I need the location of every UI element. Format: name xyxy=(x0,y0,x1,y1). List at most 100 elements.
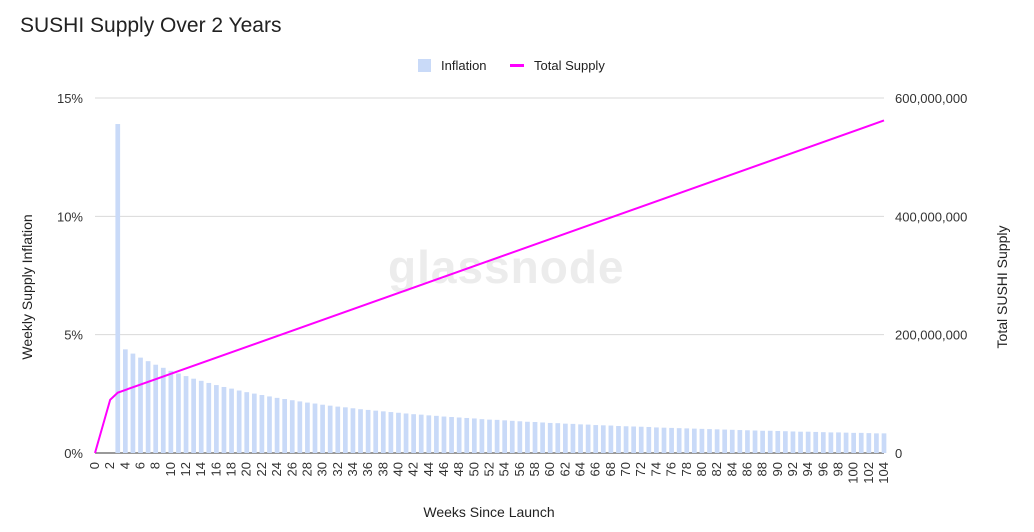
inflation-bar[interactable] xyxy=(305,402,310,453)
inflation-bar[interactable] xyxy=(183,376,189,453)
inflation-bar[interactable] xyxy=(122,349,128,453)
inflation-bar[interactable] xyxy=(312,403,318,453)
inflation-bar[interactable] xyxy=(783,431,788,453)
inflation-bar[interactable] xyxy=(585,424,591,453)
inflation-bar[interactable] xyxy=(358,409,363,453)
inflation-bar[interactable] xyxy=(229,388,234,453)
inflation-bar[interactable] xyxy=(874,433,879,453)
inflation-bar[interactable] xyxy=(608,425,614,453)
inflation-bar[interactable] xyxy=(828,432,834,453)
inflation-bar[interactable] xyxy=(532,421,538,453)
inflation-bar[interactable] xyxy=(214,385,219,453)
inflation-bar[interactable] xyxy=(752,430,758,453)
inflation-bar[interactable] xyxy=(638,426,644,453)
inflation-bar[interactable] xyxy=(449,417,454,453)
inflation-bar[interactable] xyxy=(267,396,272,453)
inflation-bar[interactable] xyxy=(411,414,416,453)
inflation-bar[interactable] xyxy=(676,428,682,453)
inflation-bar[interactable] xyxy=(858,432,864,453)
inflation-bar[interactable] xyxy=(320,404,325,453)
inflation-bar[interactable] xyxy=(729,429,735,453)
inflation-bar[interactable] xyxy=(153,364,159,453)
inflation-bar[interactable] xyxy=(335,406,341,453)
inflation-bar[interactable] xyxy=(767,430,773,453)
inflation-bar[interactable] xyxy=(471,418,477,453)
inflation-bar[interactable] xyxy=(434,415,439,453)
inflation-bar[interactable] xyxy=(176,373,181,453)
inflation-bar[interactable] xyxy=(555,423,561,453)
inflation-bar[interactable] xyxy=(578,424,583,453)
inflation-bar[interactable] xyxy=(684,428,690,453)
inflation-bar[interactable] xyxy=(805,431,811,453)
inflation-bar[interactable] xyxy=(426,415,432,453)
inflation-bar[interactable] xyxy=(244,392,250,453)
inflation-bar[interactable] xyxy=(191,378,196,453)
inflation-bar[interactable] xyxy=(593,425,599,453)
inflation-bar[interactable] xyxy=(388,412,394,453)
inflation-bar[interactable] xyxy=(350,408,356,453)
inflation-bar[interactable] xyxy=(881,433,887,453)
inflation-bar[interactable] xyxy=(365,409,371,453)
inflation-bar[interactable] xyxy=(206,382,212,453)
inflation-bar[interactable] xyxy=(843,432,849,453)
inflation-bar[interactable] xyxy=(289,400,295,453)
inflation-bar[interactable] xyxy=(737,430,743,453)
inflation-bar[interactable] xyxy=(790,431,796,453)
inflation-bar[interactable] xyxy=(373,410,379,453)
inflation-bar[interactable] xyxy=(661,427,667,453)
inflation-bar[interactable] xyxy=(274,397,280,453)
inflation-bar[interactable] xyxy=(418,414,424,453)
inflation-bar[interactable] xyxy=(145,361,151,453)
inflation-bar[interactable] xyxy=(547,422,553,453)
inflation-bar[interactable] xyxy=(623,426,629,453)
inflation-bar[interactable] xyxy=(760,430,765,453)
total-supply-line[interactable] xyxy=(94,119,885,454)
inflation-bar[interactable] xyxy=(403,413,409,453)
inflation-bar[interactable] xyxy=(198,380,204,453)
inflation-bar[interactable] xyxy=(570,423,576,453)
inflation-bar[interactable] xyxy=(509,420,515,453)
inflation-bar[interactable] xyxy=(282,399,288,453)
inflation-bar[interactable] xyxy=(722,429,728,453)
inflation-bar[interactable] xyxy=(494,419,500,453)
inflation-bar[interactable] xyxy=(616,426,621,453)
inflation-bar[interactable] xyxy=(464,417,470,453)
inflation-bar[interactable] xyxy=(115,124,121,454)
inflation-bar[interactable] xyxy=(699,428,705,453)
inflation-bar[interactable] xyxy=(130,353,136,453)
inflation-bar[interactable] xyxy=(540,422,545,453)
inflation-bar[interactable] xyxy=(168,370,174,453)
inflation-bar[interactable] xyxy=(380,411,386,453)
inflation-bar[interactable] xyxy=(396,412,401,453)
inflation-bar[interactable] xyxy=(502,420,508,453)
inflation-bar[interactable] xyxy=(259,395,265,453)
legend-label-total-supply[interactable]: Total Supply xyxy=(534,58,605,73)
inflation-bar[interactable] xyxy=(487,419,492,453)
inflation-bar[interactable] xyxy=(820,432,826,453)
inflation-bar[interactable] xyxy=(691,428,697,453)
inflation-bar[interactable] xyxy=(745,430,750,453)
inflation-bar[interactable] xyxy=(669,427,674,453)
inflation-bar[interactable] xyxy=(631,426,636,453)
inflation-bar[interactable] xyxy=(813,431,819,453)
inflation-bar[interactable] xyxy=(479,419,485,453)
inflation-bar[interactable] xyxy=(221,386,227,453)
inflation-bar[interactable] xyxy=(441,416,447,453)
inflation-bar[interactable] xyxy=(775,430,781,453)
legend-label-inflation[interactable]: Inflation xyxy=(441,58,487,73)
inflation-bar[interactable] xyxy=(327,405,333,453)
inflation-bar[interactable] xyxy=(836,432,841,453)
inflation-bar[interactable] xyxy=(851,432,857,453)
inflation-bar[interactable] xyxy=(297,401,303,453)
inflation-bar[interactable] xyxy=(714,429,720,453)
inflation-bar[interactable] xyxy=(251,393,257,453)
inflation-bar[interactable] xyxy=(600,425,606,453)
inflation-bar[interactable] xyxy=(707,429,712,453)
inflation-bar[interactable] xyxy=(654,427,659,453)
inflation-bar[interactable] xyxy=(517,421,523,453)
inflation-bar[interactable] xyxy=(160,367,166,453)
inflation-bar[interactable] xyxy=(563,423,568,453)
inflation-bar[interactable] xyxy=(525,421,530,453)
inflation-bar[interactable] xyxy=(236,390,242,453)
inflation-bar[interactable] xyxy=(866,433,872,453)
